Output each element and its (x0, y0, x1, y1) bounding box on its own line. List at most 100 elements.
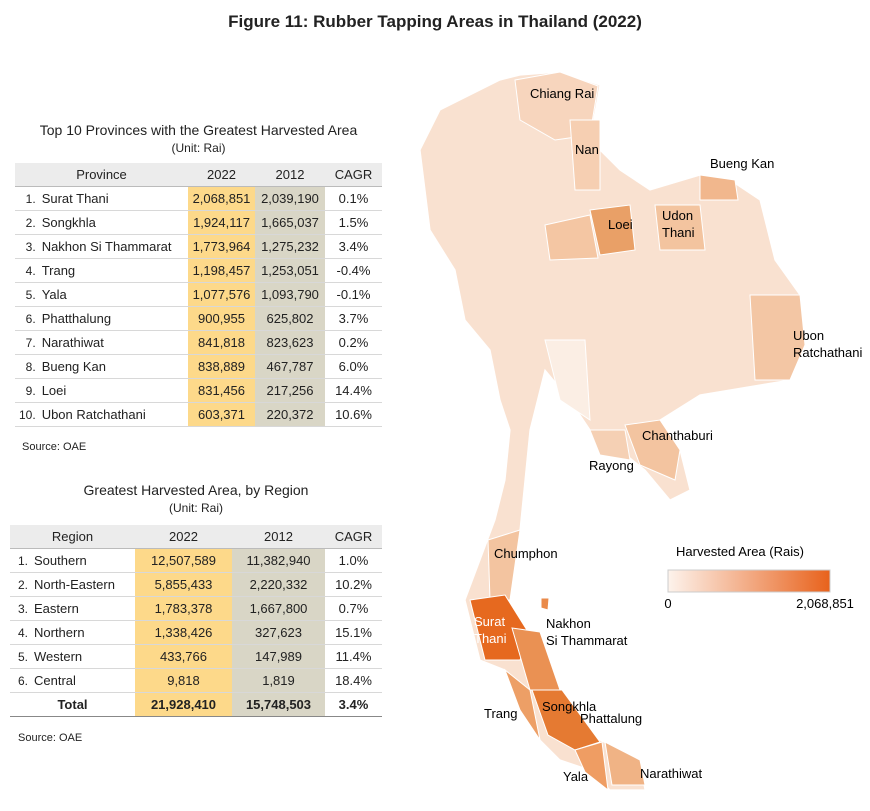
source: Source: OAE (22, 441, 87, 453)
total-label: Total (10, 692, 135, 717)
total-value: 15,748,503 (232, 692, 325, 717)
map-label: Chumphon (494, 546, 558, 561)
row-number: 6. (10, 668, 30, 693)
value-cell: 3.4% (325, 234, 382, 259)
table-title: Greatest Harvested Area, by Region (83, 482, 309, 498)
value-cell: 15.1% (325, 620, 382, 645)
table-unit: (Unit: Rai) (171, 141, 226, 155)
value-cell: 11.4% (325, 644, 382, 669)
name-cell: Yala (37, 282, 188, 307)
value-cell: 1,665,037 (255, 210, 325, 235)
row-number: 6. (15, 306, 38, 331)
map-label: Nan (575, 142, 599, 157)
map-label: Bueng Kan (710, 156, 774, 171)
header-cell: 2012 (255, 163, 325, 187)
value-cell: 10.6% (325, 402, 382, 427)
total-value: 3.4% (325, 692, 382, 717)
province (487, 529, 521, 601)
row-number: 2. (15, 210, 38, 235)
value-cell: 9,818 (135, 668, 232, 693)
value-cell: 14.4% (325, 378, 382, 403)
name-cell: Bueng Kan (37, 354, 188, 379)
legend-min: 0 (664, 596, 671, 611)
name-cell: Nakhon Si Thammarat (37, 234, 188, 259)
value-cell: 1,253,051 (255, 258, 325, 283)
header-cell: Province (15, 163, 188, 187)
table-row: 2. Songkhla 1,924,117 1,665,037 1.5% (15, 210, 382, 235)
province (589, 204, 636, 256)
province (544, 339, 591, 421)
value-cell: 1,924,117 (188, 210, 255, 235)
province (569, 119, 601, 191)
table-title: Top 10 Provinces with the Greatest Harve… (39, 122, 358, 138)
value-cell: 5,855,433 (135, 572, 232, 597)
table-row: Total 21,928,410 15,748,503 3.4% (10, 692, 382, 717)
name-cell: Trang (37, 258, 188, 283)
row-number: 9. (15, 378, 38, 403)
row-number: 5. (10, 644, 30, 669)
province (624, 419, 681, 481)
map-label: Chiang Rai (530, 86, 594, 101)
value-cell: 831,456 (188, 378, 255, 403)
province (503, 668, 541, 741)
name-cell: Central (30, 668, 135, 693)
table-unit: (Unit: Rai) (168, 501, 223, 515)
value-cell: 433,766 (135, 644, 232, 669)
header-cell: CAGR (325, 163, 382, 187)
table-row: 3. Nakhon Si Thammarat 1,773,964 1,275,232 3… (15, 234, 382, 259)
value-cell: 2,220,332 (232, 572, 325, 597)
map-label: Loei (608, 217, 633, 232)
value-cell: 900,955 (188, 306, 255, 331)
value-cell: 18.4% (325, 668, 382, 693)
table-row: Region 2022 2012 CAGR (10, 525, 382, 549)
legend-title: Harvested Area (Rais) (676, 544, 804, 559)
name-cell: Loei (37, 378, 188, 403)
table-row: 6. Central 9,818 1,819 18.4% (10, 668, 382, 693)
value-cell: 10.2% (325, 572, 382, 597)
value-cell: 0.2% (325, 330, 382, 355)
row-number: 4. (10, 620, 30, 645)
value-cell: 3.7% (325, 306, 382, 331)
name-cell: Western (30, 644, 135, 669)
provinces (469, 71, 806, 792)
value-cell: 838,889 (188, 354, 255, 379)
value-cell: 1,338,426 (135, 620, 232, 645)
value-cell: 2,039,190 (255, 186, 325, 211)
value-cell: 823,623 (255, 330, 325, 355)
value-cell: 1,093,790 (255, 282, 325, 307)
map-label: Si Thammarat (546, 633, 628, 648)
value-cell: 1,077,576 (188, 282, 255, 307)
row-number: 3. (15, 234, 38, 259)
map-label: Chanthaburi (642, 428, 713, 443)
map-label: Trang (484, 706, 517, 721)
table-row: 10. Ubon Ratchathani 603,371 220,372 10.6% (15, 402, 382, 427)
table-row: Province 2022 2012 CAGR (15, 163, 382, 187)
figure-title: Figure 11: Rubber Tapping Areas in Thail… (228, 12, 642, 31)
value-cell: 0.7% (325, 596, 382, 621)
row-number: 7. (15, 330, 38, 355)
name-cell: Narathiwat (37, 330, 188, 355)
map-label: Phattalung (580, 711, 642, 726)
header-cell: CAGR (325, 525, 382, 549)
map-label: Nakhon (546, 616, 591, 631)
header-cell: Region (10, 525, 135, 549)
value-cell: 147,989 (232, 644, 325, 669)
value-cell: 841,818 (188, 330, 255, 355)
value-cell: 1,783,378 (135, 596, 232, 621)
map-label: Songkhla (542, 699, 597, 714)
table-row: 8. Bueng Kan 838,889 467,787 6.0% (15, 354, 382, 379)
row-number: 4. (15, 258, 38, 283)
value-cell: 11,382,940 (232, 548, 325, 573)
province (544, 214, 599, 261)
row-number: 1. (15, 186, 38, 211)
table-row: 4. Trang 1,198,457 1,253,051 -0.4% (15, 258, 382, 283)
table-row: 3. Eastern 1,783,378 1,667,800 0.7% (10, 596, 382, 621)
name-cell: Eastern (30, 596, 135, 621)
name-cell: Surat Thani (37, 186, 188, 211)
table-row: 5. Yala 1,077,576 1,093,790 -0.1% (15, 282, 382, 307)
name-cell: North-Eastern (30, 572, 135, 597)
value-cell: 12,507,589 (135, 548, 232, 573)
map-label: Surat (474, 614, 505, 629)
value-cell: 1,275,232 (255, 234, 325, 259)
value-cell: 217,256 (255, 378, 325, 403)
